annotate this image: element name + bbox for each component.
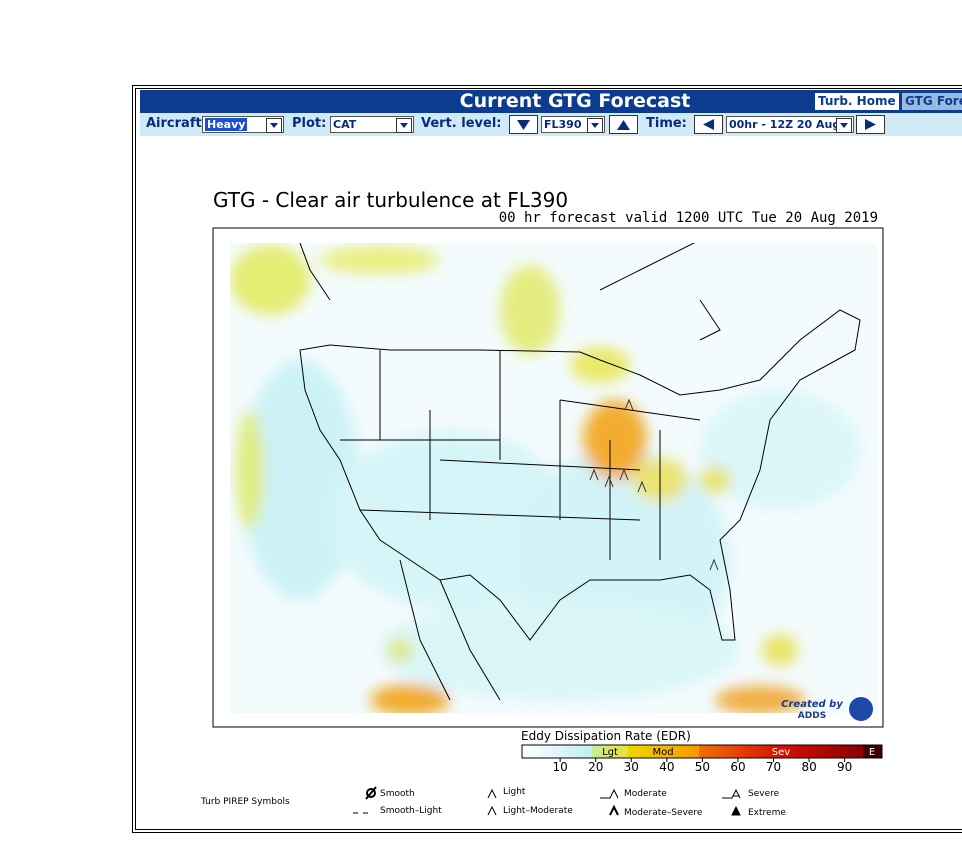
pirep-label: Moderate–Severe [624, 808, 703, 818]
time-next-button[interactable] [856, 115, 885, 134]
plot-label: Plot: [292, 116, 327, 131]
pirep-label: Smooth [380, 789, 415, 799]
legend-tick-label: 90 [837, 760, 852, 774]
pirep-icons [353, 786, 741, 816]
legend-category: Mod [652, 747, 673, 758]
legend-category: Sev [772, 747, 791, 758]
pirep-label: Extreme [748, 808, 786, 818]
frame [132, 85, 962, 833]
control-bar: Aircraft: Heavy Plot: CAT Vert. level: F… [140, 113, 962, 136]
legend-category: E [869, 747, 875, 758]
legend-tick-label: 60 [730, 760, 745, 774]
map-field [230, 243, 877, 713]
gtg-forecast-button[interactable]: GTG Fore [902, 93, 962, 110]
legend-tick-label: 20 [588, 760, 603, 774]
plot-select[interactable]: CAT [330, 116, 414, 133]
pirep-title: Turb PIREP Symbols [200, 797, 290, 807]
pirep-label: Light–Moderate [503, 806, 573, 816]
level-value: FL390 [544, 118, 582, 131]
level-select[interactable]: FL390 [541, 116, 605, 133]
legend-title: Eddy Dissipation Rate (EDR) [521, 729, 691, 743]
pirep-label: Smooth–Light [380, 806, 442, 816]
pirep-label: Light [503, 787, 526, 797]
map-subtitle: 00 hr forecast valid 1200 UTC Tue 20 Aug… [499, 210, 878, 226]
legend-tick-label: 40 [659, 760, 674, 774]
pirep-label: Severe [748, 789, 780, 799]
legend-category: Lgt [602, 747, 618, 758]
aircraft-label: Aircraft: [146, 116, 207, 131]
aircraft-value: Heavy [205, 118, 248, 131]
aircraft-select[interactable]: Heavy [202, 116, 284, 133]
legend-tick-label: 80 [801, 760, 816, 774]
legend-tick-label: 50 [695, 760, 710, 774]
legend-tick-label: 30 [624, 760, 639, 774]
map-title: GTG - Clear air turbulence at FL390 [213, 188, 568, 212]
time-value: 00hr - 12Z 20 Aug [729, 118, 841, 131]
turb-home-button[interactable]: Turb. Home [815, 93, 899, 110]
level-up-button[interactable] [609, 115, 638, 134]
time-prev-button[interactable] [694, 115, 723, 134]
level-down-button[interactable] [509, 115, 538, 134]
logo-text: Created by [781, 699, 843, 710]
logo-agency: ADDS [798, 711, 826, 721]
header-bar: Current GTG Forecast Turb. Home GTG Fore [140, 90, 962, 113]
header-title: Current GTG Forecast [459, 90, 691, 112]
plot-value: CAT [333, 118, 357, 131]
time-select[interactable]: 00hr - 12Z 20 Aug [726, 116, 854, 133]
level-label: Vert. level: [421, 116, 502, 131]
legend-bar [521, 744, 883, 759]
noaa-logo [847, 695, 875, 723]
pirep-label: Moderate [624, 789, 667, 799]
legend-tick-label: 70 [766, 760, 781, 774]
legend-tick-label: 10 [553, 760, 568, 774]
time-label: Time: [646, 116, 687, 131]
